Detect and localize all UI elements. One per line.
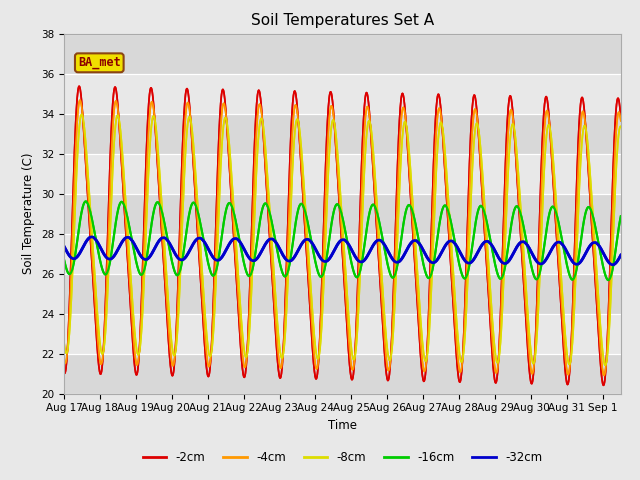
-8cm	[429, 243, 437, 249]
-8cm	[502, 221, 509, 227]
Line: -8cm: -8cm	[64, 114, 621, 365]
-32cm	[429, 260, 437, 265]
-16cm	[429, 264, 437, 269]
-4cm	[429, 200, 437, 206]
Bar	[64, 354, 621, 394]
-4cm	[60, 357, 68, 363]
-8cm	[551, 182, 559, 188]
-2cm	[76, 84, 83, 89]
-16cm	[246, 272, 254, 278]
-32cm	[60, 243, 68, 249]
-32cm	[246, 256, 254, 262]
Bar	[64, 234, 621, 274]
Bar	[64, 274, 621, 313]
Bar	[64, 34, 621, 73]
X-axis label: Time: Time	[328, 419, 357, 432]
-2cm	[502, 150, 509, 156]
Bar	[64, 73, 621, 114]
-2cm	[246, 264, 254, 269]
Text: BA_met: BA_met	[78, 56, 121, 69]
-32cm	[502, 261, 509, 266]
-32cm	[617, 252, 625, 258]
Bar	[64, 154, 621, 193]
-4cm	[600, 372, 608, 378]
-4cm	[246, 282, 254, 288]
-2cm	[551, 209, 559, 215]
-2cm	[617, 115, 625, 120]
-32cm	[609, 262, 616, 267]
-32cm	[551, 241, 559, 247]
-16cm	[60, 256, 68, 262]
Bar	[64, 114, 621, 154]
-32cm	[88, 234, 95, 240]
-8cm	[246, 310, 254, 315]
Legend: -2cm, -4cm, -8cm, -16cm, -32cm: -2cm, -4cm, -8cm, -16cm, -32cm	[138, 446, 547, 469]
-32cm	[171, 250, 179, 256]
-16cm	[617, 214, 625, 219]
-2cm	[429, 172, 437, 178]
Line: -4cm: -4cm	[64, 100, 621, 375]
-8cm	[602, 362, 609, 368]
Bar	[64, 313, 621, 354]
-4cm	[551, 201, 559, 207]
Line: -2cm: -2cm	[64, 86, 621, 385]
-2cm	[600, 383, 607, 388]
-8cm	[184, 118, 192, 123]
-16cm	[171, 268, 179, 274]
-2cm	[171, 358, 179, 363]
-16cm	[82, 199, 90, 204]
-8cm	[78, 111, 86, 117]
-4cm	[76, 97, 84, 103]
-16cm	[605, 277, 612, 283]
-8cm	[171, 352, 179, 358]
-16cm	[502, 259, 509, 265]
Line: -32cm: -32cm	[64, 237, 621, 264]
Y-axis label: Soil Temperature (C): Soil Temperature (C)	[22, 153, 35, 275]
-2cm	[184, 90, 192, 96]
-16cm	[551, 206, 559, 212]
-4cm	[184, 100, 192, 106]
-16cm	[184, 217, 192, 223]
-4cm	[617, 118, 625, 124]
Bar	[64, 193, 621, 234]
-32cm	[184, 250, 192, 256]
-2cm	[60, 369, 68, 375]
-4cm	[171, 356, 179, 361]
-8cm	[60, 339, 68, 345]
Title: Soil Temperatures Set A: Soil Temperatures Set A	[251, 13, 434, 28]
Line: -16cm: -16cm	[64, 202, 621, 280]
-8cm	[617, 124, 625, 130]
-4cm	[502, 178, 509, 183]
